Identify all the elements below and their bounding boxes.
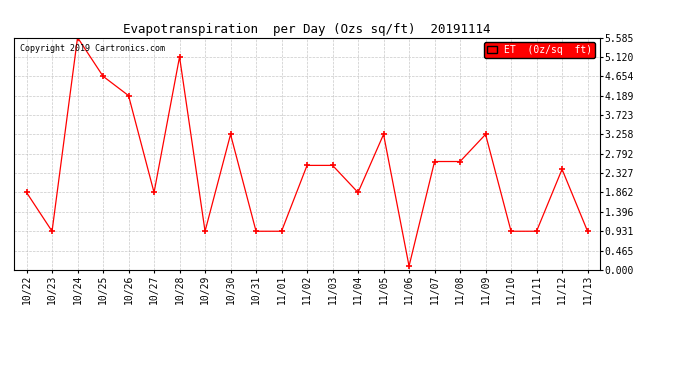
Legend: ET  (0z/sq  ft): ET (0z/sq ft) bbox=[484, 42, 595, 58]
Title: Evapotranspiration  per Day (Ozs sq/ft)  20191114: Evapotranspiration per Day (Ozs sq/ft) 2… bbox=[124, 23, 491, 36]
Text: Copyright 2019 Cartronics.com: Copyright 2019 Cartronics.com bbox=[19, 45, 165, 54]
